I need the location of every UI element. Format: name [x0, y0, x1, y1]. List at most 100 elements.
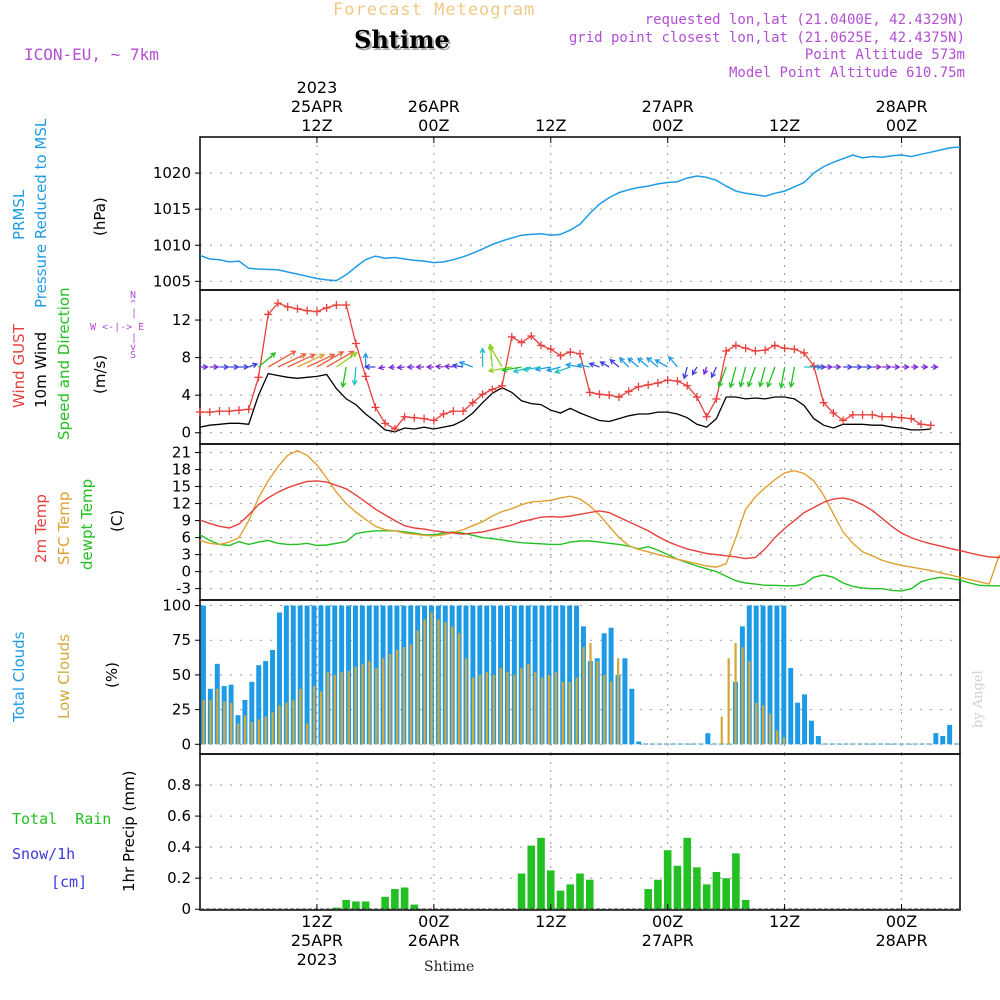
- precip-bar: [732, 853, 740, 910]
- precip-bar: [546, 870, 555, 910]
- panel-1: 1005 1010 1015 1020: [153, 136, 961, 291]
- y-tick-label: 21: [172, 444, 191, 462]
- total-cloud-bar: [871, 743, 877, 745]
- low-cloud-bar: [340, 672, 343, 745]
- gust-marker: [478, 390, 487, 399]
- wind-direction-arrow: [717, 366, 727, 388]
- wind-direction-arrow: [833, 364, 842, 370]
- compass-up: ^: [130, 299, 137, 310]
- total-cloud-bar: [905, 743, 911, 745]
- y-tick-label: 0.8: [167, 776, 191, 794]
- gust-marker: [673, 377, 682, 386]
- gust-marker: [839, 416, 848, 425]
- gust-marker: [809, 362, 818, 371]
- gust-marker: [819, 398, 828, 407]
- gust-marker: [205, 408, 214, 417]
- compass-bar-bottom: |: [131, 333, 138, 344]
- low-cloud-bar: [299, 688, 302, 745]
- y-tick-label: 0: [181, 563, 191, 581]
- total-cloud-bar: [954, 743, 960, 745]
- low-cloud-bar: [437, 619, 440, 745]
- gust-marker: [332, 301, 341, 310]
- gust-marker: [644, 380, 653, 389]
- low-cloud-bar: [769, 713, 772, 745]
- wind-direction-arrow: [258, 352, 277, 368]
- total-cloud-bar: [705, 733, 711, 745]
- wind-direction-arrow: [921, 364, 929, 370]
- wind-direction-arrow: [306, 353, 336, 368]
- bottom-time-label: 12Z: [535, 912, 566, 931]
- low-cloud-bar: [775, 730, 779, 745]
- top-time-label: 2023: [297, 78, 338, 97]
- wind-direction-arrow: [479, 347, 486, 367]
- compass-we: W <-|-> E: [90, 322, 145, 333]
- low-cloud-bar: [506, 672, 509, 745]
- low-cloud-bar: [471, 677, 475, 745]
- y-tick-label: 25: [172, 701, 191, 719]
- compass-bar-top: |: [131, 308, 138, 319]
- top-time-label: 27APR: [642, 97, 694, 116]
- low-cloud-bar: [499, 667, 502, 745]
- total-cloud-bar: [470, 605, 476, 745]
- gust-marker: [702, 412, 711, 421]
- wind-arrows: [200, 343, 939, 389]
- gust-marker: [244, 405, 253, 414]
- gust-marker: [556, 351, 565, 360]
- total-cloud-bar: [940, 735, 946, 745]
- wind-direction-arrow: [565, 362, 581, 369]
- wind-direction-arrow: [618, 357, 630, 368]
- total-cloud-bar: [857, 743, 863, 745]
- wind-direction-arrow: [823, 364, 834, 370]
- total-cloud-bar: [767, 605, 773, 745]
- wind-direction-arrow: [766, 366, 776, 388]
- total-cloud-bar: [622, 658, 628, 745]
- precip-bar: [410, 904, 419, 910]
- total-cloud-bar: [850, 743, 856, 745]
- wind-direction-arrow: [501, 366, 522, 373]
- wind-direction-arrow: [434, 363, 444, 370]
- y-tick-label: 15: [172, 478, 191, 496]
- gust-marker: [917, 420, 926, 429]
- precip-label-snow: Snow/1h: [12, 845, 76, 863]
- low-cloud-bar: [333, 674, 336, 745]
- low-cloud-bar: [423, 619, 426, 745]
- total-cloud-bar: [304, 605, 310, 745]
- bottom-time-label: 00Z: [886, 912, 917, 931]
- gust-marker: [390, 424, 399, 433]
- total-cloud-bar: [318, 605, 324, 745]
- gust-marker: [215, 407, 224, 416]
- wind-direction-arrow: [229, 364, 240, 370]
- low-cloud-bar: [237, 723, 240, 745]
- wind-direction-arrow: [406, 364, 415, 370]
- low-cloud-bar: [209, 699, 212, 745]
- precip-bar: [517, 873, 526, 910]
- total-cloud-bar: [656, 743, 662, 745]
- bottom-time-label: 00Z: [418, 912, 449, 931]
- low-cloud-bar: [354, 666, 357, 745]
- wind-direction-arrow: [554, 366, 571, 374]
- compass-s: S: [130, 350, 137, 361]
- low-cloud-bar: [250, 722, 254, 745]
- gust-marker: [800, 348, 809, 357]
- total-cloud-bar: [290, 605, 296, 745]
- y-tick-label: 0: [181, 900, 191, 918]
- precip-bar: [673, 865, 682, 910]
- y-tick-label: 1015: [153, 200, 191, 218]
- total-cloud-bar: [636, 741, 642, 745]
- low-cloud-bar: [230, 702, 233, 745]
- wind-direction-arrow: [891, 364, 901, 370]
- gust-marker: [371, 403, 380, 412]
- y-tick-label: 6: [181, 529, 191, 547]
- panel-frame: [199, 136, 961, 291]
- wind-direction-arrow: [458, 360, 474, 368]
- y-tick-label: -3: [176, 580, 191, 598]
- gust-marker: [468, 398, 477, 407]
- top-time-label: 12Z: [535, 116, 566, 135]
- gust-marker: [897, 413, 906, 422]
- y-tick-label: 50: [172, 666, 191, 684]
- gust-marker: [507, 332, 516, 341]
- wind-speed-line: [199, 372, 931, 433]
- requested-point: requested lon,lat (21.0400E, 42.4329N): [644, 12, 965, 28]
- low-cloud-bar: [319, 691, 323, 745]
